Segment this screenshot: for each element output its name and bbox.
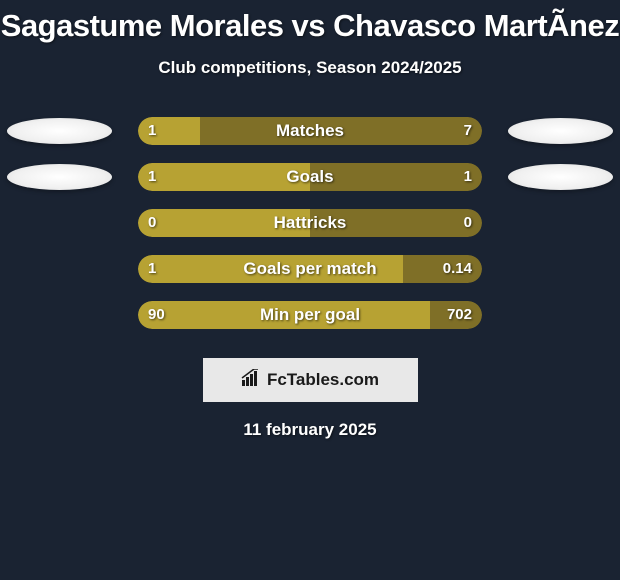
player-avatar-left: [7, 118, 112, 144]
stat-row: Goals11: [0, 154, 620, 200]
comparison-card: Sagastume Morales vs Chavasco MartÃ­nez …: [0, 0, 620, 440]
stat-bar: Goals11: [138, 163, 482, 191]
date-label: 11 february 2025: [0, 420, 620, 440]
stat-bar-left: [138, 209, 310, 237]
logo-text: FcTables.com: [241, 369, 379, 392]
stat-row: Hattricks00: [0, 200, 620, 246]
stat-bar-left: [138, 255, 403, 283]
player-avatar-left: [7, 164, 112, 190]
stats-list: Matches17 Goals11 Hattricks00 Goals per mat…: [0, 108, 620, 338]
stat-bar: Matches17: [138, 117, 482, 145]
stat-row: Goals per match10.14: [0, 246, 620, 292]
stat-row: Min per goal90702: [0, 292, 620, 338]
stat-bar-right: [310, 209, 482, 237]
logo-label: FcTables.com: [267, 370, 379, 390]
source-logo[interactable]: FcTables.com: [203, 358, 418, 402]
stat-bar-left: [138, 163, 310, 191]
stat-bar-right: [403, 255, 482, 283]
page-subtitle: Club competitions, Season 2024/2025: [0, 58, 620, 78]
stat-row: Matches17: [0, 108, 620, 154]
stat-bar: Goals per match10.14: [138, 255, 482, 283]
stat-bar-right: [430, 301, 482, 329]
chart-icon: [241, 369, 263, 392]
player-avatar-right: [508, 164, 613, 190]
stat-bar-left: [138, 301, 430, 329]
page-title: Sagastume Morales vs Chavasco MartÃ­nez: [0, 8, 620, 44]
stat-bar-right: [200, 117, 482, 145]
stat-bar: Hattricks00: [138, 209, 482, 237]
stat-bar-left: [138, 117, 200, 145]
stat-bar: Min per goal90702: [138, 301, 482, 329]
player-avatar-right: [508, 118, 613, 144]
stat-bar-right: [310, 163, 482, 191]
